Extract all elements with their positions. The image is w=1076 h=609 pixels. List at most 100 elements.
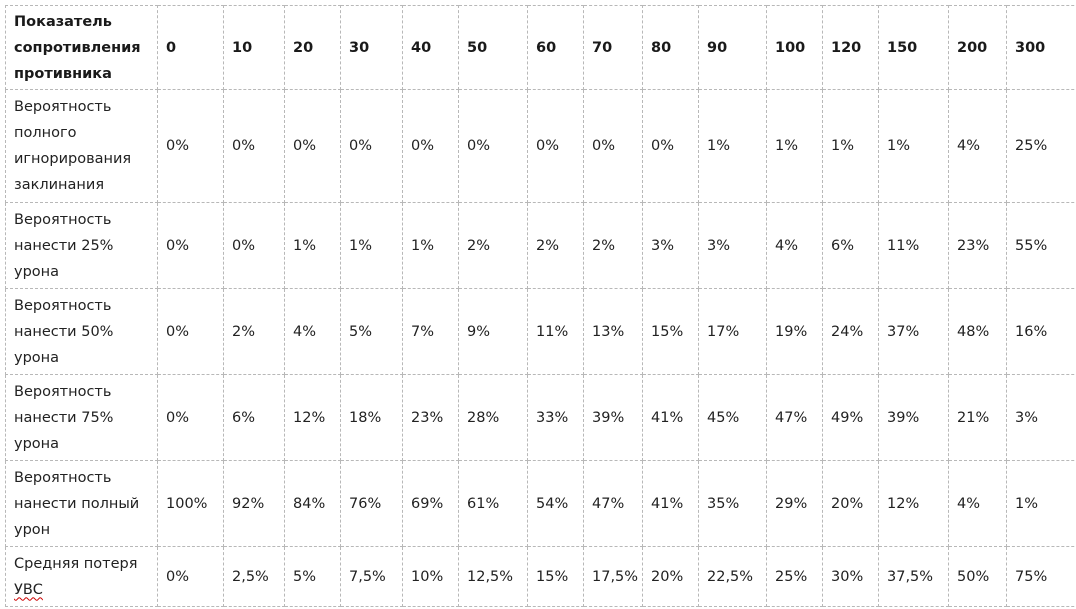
table-cell: 75% xyxy=(1006,546,1076,607)
row-label-text: Средняя потеря xyxy=(14,555,138,572)
table-cell: 5% xyxy=(340,288,403,375)
table-cell: 1% xyxy=(1006,460,1076,547)
table-cell: 33% xyxy=(527,374,584,461)
table-cell: 20% xyxy=(642,546,699,607)
table-cell: 13% xyxy=(583,288,643,375)
table-cell: 76% xyxy=(340,460,403,547)
table-cell: 19% xyxy=(766,288,823,375)
resistance-table-container: Показатель сопротивления противника 0 10… xyxy=(5,5,1076,607)
table-cell: 23% xyxy=(402,374,459,461)
column-header: 300 xyxy=(1006,5,1076,90)
table-cell: 2% xyxy=(583,202,643,289)
table-cell: 25% xyxy=(766,546,823,607)
table-cell: 20% xyxy=(822,460,879,547)
table-cell: 35% xyxy=(698,460,767,547)
column-header: 30 xyxy=(340,5,403,90)
column-header: 150 xyxy=(878,5,949,90)
table-cell: 5% xyxy=(284,546,341,607)
row-label: Вероятность нанести 50% урона xyxy=(5,288,158,375)
table-cell: 0% xyxy=(642,89,699,203)
table-cell: 100% xyxy=(157,460,224,547)
table-cell: 0% xyxy=(157,546,224,607)
table-cell: 37,5% xyxy=(878,546,949,607)
table-cell: 24% xyxy=(822,288,879,375)
table-cell: 0% xyxy=(458,89,528,203)
resistance-table: Показатель сопротивления противника 0 10… xyxy=(5,5,1076,607)
table-cell: 49% xyxy=(822,374,879,461)
table-cell: 7,5% xyxy=(340,546,403,607)
column-header: 40 xyxy=(402,5,459,90)
column-header: 90 xyxy=(698,5,767,90)
table-cell: 37% xyxy=(878,288,949,375)
table-cell: 1% xyxy=(284,202,341,289)
table-cell: 47% xyxy=(766,374,823,461)
row-label: Вероятность нанести 75% урона xyxy=(5,374,158,461)
table-cell: 25% xyxy=(1006,89,1076,203)
table-row: Вероятность нанести 25% урона 0% 0% 1% 1… xyxy=(5,202,1076,289)
column-header: 50 xyxy=(458,5,528,90)
table-cell: 30% xyxy=(822,546,879,607)
table-cell: 28% xyxy=(458,374,528,461)
table-cell: 29% xyxy=(766,460,823,547)
table-cell: 54% xyxy=(527,460,584,547)
table-cell: 1% xyxy=(402,202,459,289)
table-cell: 55% xyxy=(1006,202,1076,289)
table-cell: 2% xyxy=(458,202,528,289)
table-cell: 23% xyxy=(948,202,1007,289)
table-cell: 0% xyxy=(223,89,285,203)
table-cell: 45% xyxy=(698,374,767,461)
column-header: 200 xyxy=(948,5,1007,90)
table-cell: 0% xyxy=(157,89,224,203)
table-cell: 21% xyxy=(948,374,1007,461)
row-label: Средняя потеря УВС xyxy=(5,546,158,607)
table-cell: 0% xyxy=(157,202,224,289)
table-header-row: Показатель сопротивления противника 0 10… xyxy=(5,5,1076,90)
column-header: 80 xyxy=(642,5,699,90)
table-cell: 0% xyxy=(527,89,584,203)
table-cell: 0% xyxy=(402,89,459,203)
table-cell: 1% xyxy=(340,202,403,289)
table-cell: 3% xyxy=(642,202,699,289)
table-cell: 48% xyxy=(948,288,1007,375)
table-cell: 15% xyxy=(527,546,584,607)
table-cell: 0% xyxy=(157,374,224,461)
table-cell: 1% xyxy=(822,89,879,203)
table-cell: 22,5% xyxy=(698,546,767,607)
column-header: 0 xyxy=(157,5,224,90)
table-cell: 0% xyxy=(284,89,341,203)
table-cell: 4% xyxy=(948,89,1007,203)
table-cell: 1% xyxy=(698,89,767,203)
header-label-cell: Показатель сопротивления противника xyxy=(5,5,158,90)
column-header: 100 xyxy=(766,5,823,90)
table-cell: 17% xyxy=(698,288,767,375)
table-cell: 18% xyxy=(340,374,403,461)
table-cell: 92% xyxy=(223,460,285,547)
table-cell: 0% xyxy=(340,89,403,203)
table-cell: 41% xyxy=(642,374,699,461)
table-cell: 11% xyxy=(878,202,949,289)
table-cell: 61% xyxy=(458,460,528,547)
table-cell: 0% xyxy=(157,288,224,375)
table-cell: 6% xyxy=(822,202,879,289)
table-cell: 0% xyxy=(583,89,643,203)
column-header: 20 xyxy=(284,5,341,90)
table-cell: 2% xyxy=(223,288,285,375)
table-cell: 11% xyxy=(527,288,584,375)
table-cell: 3% xyxy=(698,202,767,289)
table-cell: 1% xyxy=(878,89,949,203)
row-label: Вероятность нанести 25% урона xyxy=(5,202,158,289)
row-label-abbreviation: УВС xyxy=(14,581,43,598)
table-row: Вероятность полного игнорирования заклин… xyxy=(5,89,1076,203)
table-cell: 50% xyxy=(948,546,1007,607)
table-cell: 16% xyxy=(1006,288,1076,375)
row-label: Вероятность полного игнорирования заклин… xyxy=(5,89,158,203)
table-cell: 2% xyxy=(527,202,584,289)
column-header: 70 xyxy=(583,5,643,90)
table-cell: 2,5% xyxy=(223,546,285,607)
table-cell: 41% xyxy=(642,460,699,547)
table-cell: 69% xyxy=(402,460,459,547)
table-cell: 7% xyxy=(402,288,459,375)
column-header: 10 xyxy=(223,5,285,90)
row-label: Вероятность нанести полный урон xyxy=(5,460,158,547)
table-cell: 39% xyxy=(878,374,949,461)
